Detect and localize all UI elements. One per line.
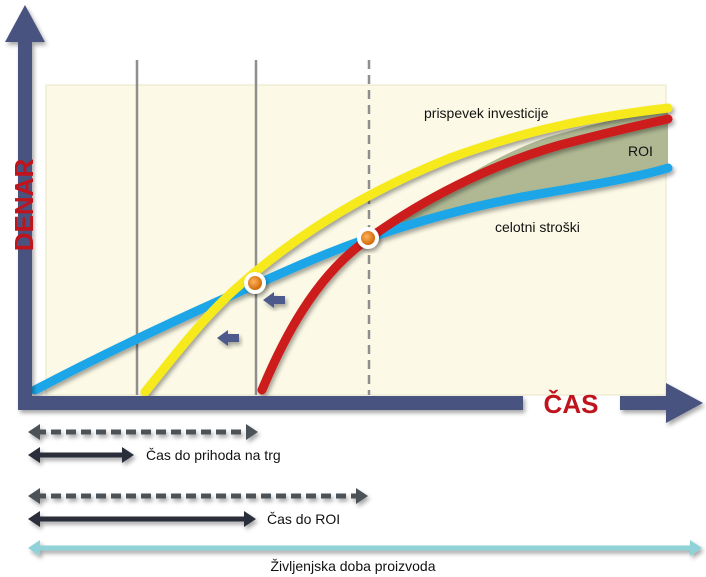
x-axis-title: ČAS <box>544 389 599 419</box>
investment-curve-label: prispevek investicije <box>424 105 549 121</box>
product-life-label: Življenjska doba proizvoda <box>271 558 436 574</box>
dashed-arrowhead-right-icon <box>246 424 258 440</box>
y-axis-title: DENAR <box>9 159 39 252</box>
roi-point-marker-core <box>361 231 375 245</box>
life-arrowhead-right-icon <box>690 540 702 556</box>
arrowhead-left-icon <box>28 511 40 527</box>
dashed-arrowhead-left-icon <box>28 488 40 504</box>
arrowhead-right-icon <box>122 447 134 463</box>
arrowhead-right-icon <box>244 511 256 527</box>
x-axis-shaft-end <box>620 396 670 410</box>
y-axis-shaft <box>18 38 32 408</box>
shift-left-arrow-icon <box>217 330 239 346</box>
total-cost-curve-label: celotni stroški <box>495 219 580 235</box>
x-axis-shaft <box>18 396 523 410</box>
y-axis-arrowhead-icon <box>5 5 45 42</box>
time-to-roi-label: Čas do ROI <box>267 511 340 527</box>
x-axis-arrowhead-icon <box>666 383 703 423</box>
dashed-arrowhead-left-icon <box>28 424 40 440</box>
roi-curve <box>257 114 673 395</box>
investment-contribution-curve <box>140 103 673 397</box>
dashed-arrowhead-right-icon <box>356 488 368 504</box>
roi-label: ROI <box>628 143 653 159</box>
arrowhead-left-icon <box>28 447 40 463</box>
shift-left-arrow-icon <box>263 292 285 308</box>
life-arrowhead-left-icon <box>28 540 40 556</box>
break-even-marker-core <box>248 276 262 290</box>
time-to-market-label: Čas do prihoda na trg <box>146 447 281 463</box>
